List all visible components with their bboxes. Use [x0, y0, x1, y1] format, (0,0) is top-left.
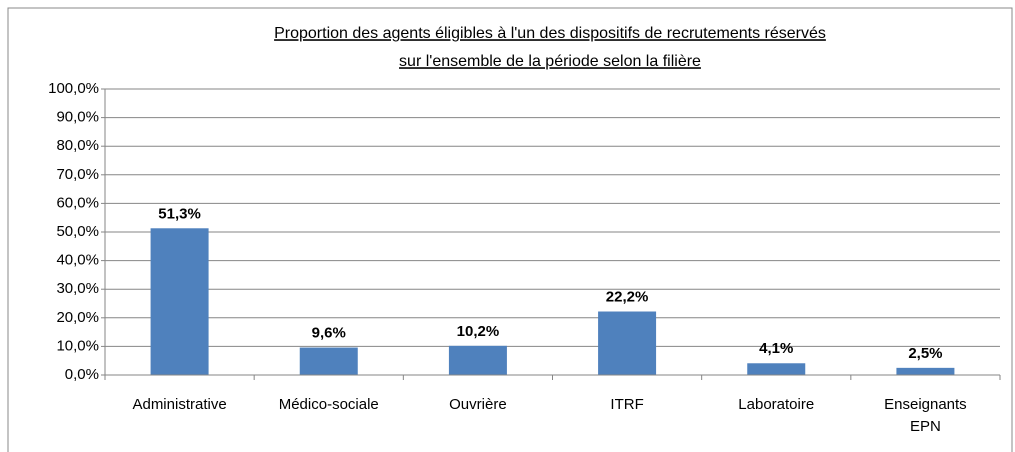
bar: [598, 311, 657, 375]
bar: [747, 363, 806, 375]
y-tick-label: 80,0%: [56, 137, 99, 154]
chart-title: Proportion des agents éligibles à l'un d…: [274, 25, 826, 42]
y-tick-label: 50,0%: [56, 223, 99, 240]
y-tick-label: 0,0%: [65, 366, 99, 383]
bar: [150, 228, 209, 375]
y-tick-label: 30,0%: [56, 280, 99, 297]
y-tick-label: 100,0%: [48, 80, 99, 97]
x-tick-label: Ouvrière: [449, 396, 507, 413]
chart-title: sur l'ensemble de la période selon la fi…: [399, 53, 701, 70]
value-label: 10,2%: [457, 323, 500, 340]
value-label: 9,6%: [312, 325, 346, 342]
value-label: 22,2%: [606, 288, 649, 305]
x-tick-label: Administrative: [132, 396, 227, 413]
y-tick-label: 40,0%: [56, 252, 99, 269]
x-tick-label: Médico-sociale: [278, 396, 379, 413]
chart-frame: [7, 7, 1013, 452]
value-label: 51,3%: [158, 205, 201, 222]
x-tick-label: Enseignants EPN: [884, 396, 967, 435]
y-tick-label: 60,0%: [56, 194, 99, 211]
value-label: 2,5%: [908, 345, 942, 362]
bar: [448, 345, 507, 375]
y-tick-label: 10,0%: [56, 337, 99, 354]
value-label: 4,1%: [759, 340, 793, 357]
y-tick-label: 90,0%: [56, 109, 99, 126]
bar: [299, 347, 358, 375]
y-tick-label: 70,0%: [56, 166, 99, 183]
x-tick-label: Laboratoire: [738, 396, 815, 413]
x-tick-label: ITRF: [610, 396, 644, 413]
bar: [896, 367, 955, 375]
y-tick-label: 20,0%: [56, 309, 99, 326]
